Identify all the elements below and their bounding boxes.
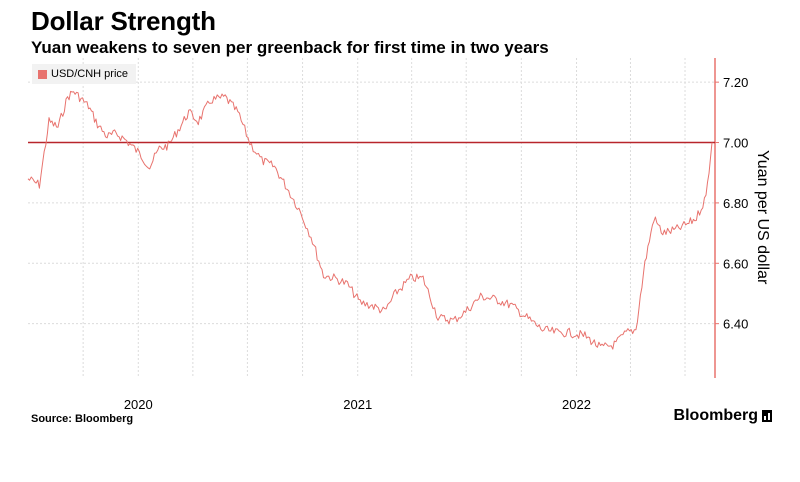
x-tick-label: 2022 [562, 397, 591, 412]
series-layer [27, 90, 713, 350]
bloomberg-logo: Bloomberg [674, 407, 772, 425]
series-line-usd-cnh [27, 90, 713, 350]
y-tick-labels: 6.40 6.60 6.80 7.00 7.20 [715, 75, 748, 332]
y-tick-label: 6.80 [723, 196, 748, 211]
y-axis-label: Yuan per US dollar [754, 150, 771, 285]
grid [28, 58, 715, 378]
brand-label: Bloomberg [673, 407, 758, 424]
y-tick-label: 7.20 [723, 75, 748, 90]
chart-title: Dollar Strength [31, 6, 216, 36]
legend-swatch [38, 69, 47, 79]
y-tick-label: 6.60 [723, 256, 748, 271]
x-tick-label: 2021 [343, 397, 372, 412]
bloomberg-terminal-icon [762, 410, 772, 422]
x-tick-label: 2020 [124, 397, 153, 412]
chart-subtitle: Yuan weakens to seven per greenback for … [31, 38, 549, 57]
y-tick-label: 6.40 [723, 317, 748, 332]
x-tick-labels: 2020 2021 2022 [124, 397, 591, 412]
y-tick-label: 7.00 [723, 136, 748, 151]
source-note: Source: Bloomberg [31, 413, 134, 425]
legend: USD/CNH price [32, 64, 137, 84]
legend-label: USD/CNH price [51, 68, 129, 80]
